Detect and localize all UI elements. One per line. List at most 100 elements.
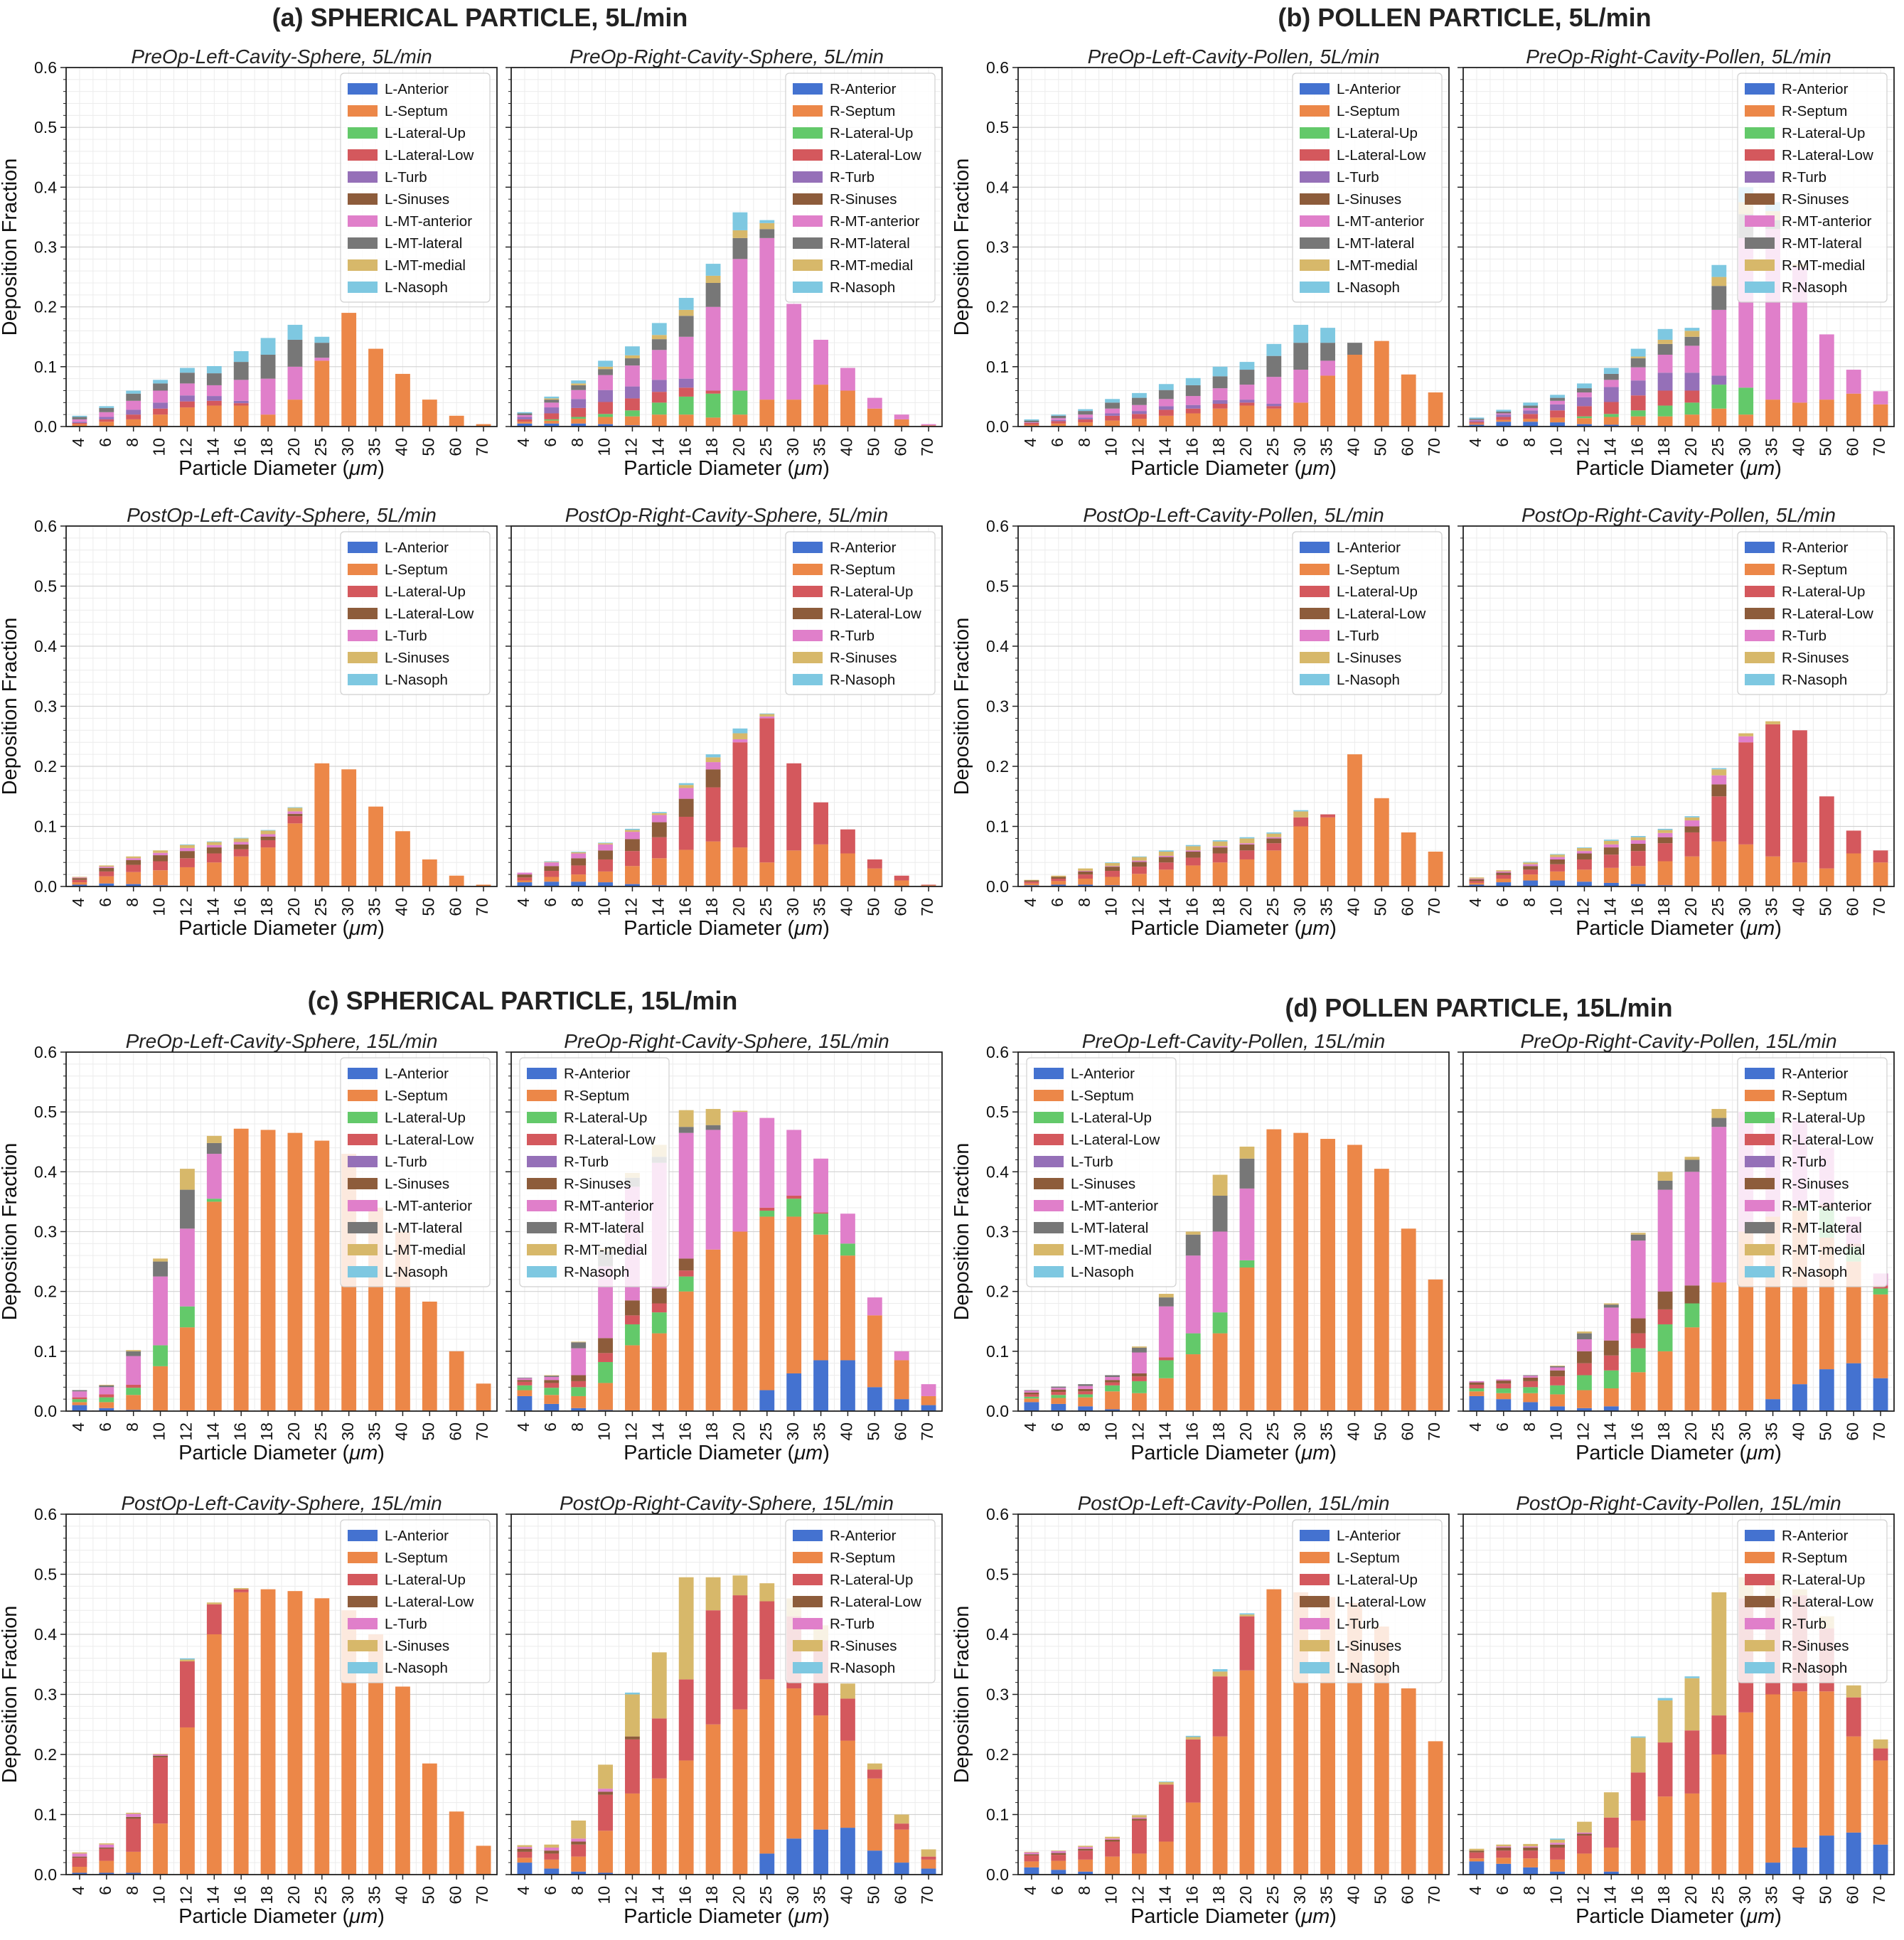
x-tick-label: 35	[1317, 1422, 1336, 1441]
bar-segment	[1185, 1255, 1201, 1334]
bar-segment	[1792, 1691, 1807, 1848]
bar-segment	[1185, 865, 1201, 886]
bar-segment	[1239, 1146, 1255, 1159]
bar-segment	[1496, 411, 1512, 414]
bar-segment	[544, 1868, 560, 1875]
bar-segment	[544, 402, 560, 408]
bar-segment	[233, 1589, 249, 1592]
bar-segment	[1105, 1839, 1120, 1842]
bar-segment	[517, 1848, 533, 1852]
y-tick-label: 0.4	[34, 1625, 57, 1644]
legend-label: L-Lateral-Up	[385, 125, 466, 141]
bar-segment	[625, 1324, 640, 1346]
bar-segment	[1819, 796, 1834, 869]
legend-swatch	[348, 1596, 378, 1607]
y-axis-label: Deposition Fraction	[951, 159, 973, 336]
bar-segment	[1765, 856, 1780, 886]
x-tick-label: 25	[756, 1422, 775, 1441]
bar-segment	[1496, 414, 1512, 417]
bar-segment	[1603, 373, 1619, 380]
axes-frame	[510, 1051, 943, 1412]
bar-segment	[1105, 1391, 1120, 1410]
x-tick-label: 25	[1263, 438, 1282, 456]
x-tick-label: 6	[541, 1422, 560, 1432]
legend-label: R-Turb	[564, 1154, 609, 1170]
bar-segment	[867, 1763, 882, 1770]
x-tick-label: 35	[811, 898, 829, 916]
legend-label: L-Lateral-Up	[385, 1572, 466, 1588]
x-tick-label: 20	[729, 1422, 748, 1441]
y-tick-label: 0.6	[986, 1043, 1009, 1061]
axes-frame	[65, 1513, 498, 1875]
x-tick-label: 40	[1790, 1422, 1808, 1441]
legend-label: L-Lateral-Low	[1337, 147, 1426, 164]
legend-label: L-Septum	[385, 103, 448, 119]
legend-swatch	[1034, 1156, 1064, 1167]
chart-title: PreOp-Right-Cavity-Sphere, 5L/min	[569, 45, 884, 68]
bar-segment	[449, 875, 464, 886]
bar-segment	[678, 396, 694, 415]
bar-segment	[1603, 840, 1619, 841]
legend-swatch	[348, 1266, 378, 1277]
bar-segment	[1765, 1863, 1780, 1875]
bar-segment	[1051, 1870, 1066, 1875]
bar-segment	[894, 1360, 909, 1400]
legend-swatch	[1745, 564, 1775, 575]
bar-segment	[1550, 1385, 1565, 1395]
bar-segment	[233, 1592, 249, 1875]
legend: L-AnteriorL-SeptumL-Lateral-UpL-Lateral-…	[340, 531, 491, 695]
bar-segment	[260, 830, 276, 831]
bar-segment	[651, 822, 667, 837]
bar-segment	[1266, 408, 1282, 427]
bar-segment	[126, 872, 141, 884]
y-tick-label: 0.4	[34, 637, 57, 655]
legend-swatch	[1300, 1640, 1330, 1651]
legend: R-AnteriorR-SeptumR-Lateral-UpR-Lateral-…	[785, 73, 936, 303]
bar-segment	[153, 1755, 168, 1758]
bar-segment	[1873, 850, 1888, 863]
x-tick-label: 18	[257, 1422, 276, 1441]
bar-segment	[233, 844, 249, 850]
x-tick-label: 50	[1816, 898, 1834, 916]
bar-segment	[1630, 840, 1646, 845]
bar-segment	[1630, 836, 1646, 837]
legend-swatch	[1300, 1530, 1330, 1541]
legend-label: L-MT-lateral	[1071, 1220, 1148, 1236]
bar-segment	[1550, 1871, 1565, 1875]
bar-segment	[1078, 1847, 1093, 1849]
bar-segment	[732, 1595, 748, 1710]
x-tick-label: 10	[150, 898, 169, 916]
legend-swatch	[1034, 1266, 1064, 1277]
bar-segment	[72, 422, 87, 423]
legend-swatch	[1034, 1200, 1064, 1211]
bar-segment	[1630, 1318, 1646, 1334]
chart-title: PreOp-Right-Cavity-Sphere, 15L/min	[564, 1030, 889, 1052]
bar-segment	[598, 1338, 613, 1354]
x-tick-label: 30	[1735, 1422, 1754, 1441]
x-tick-label: 6	[541, 898, 560, 907]
y-tick-label: 0.3	[34, 1223, 57, 1241]
legend-label: R-Lateral-Low	[1782, 606, 1873, 622]
bar-segment	[598, 882, 613, 886]
bar-segment	[1603, 847, 1619, 855]
x-tick-label: 12	[622, 1886, 641, 1904]
x-tick-label: 20	[1681, 438, 1700, 456]
bar-segment	[1496, 1858, 1512, 1864]
x-tick-label: 50	[1371, 898, 1389, 916]
bar-segment	[180, 1727, 195, 1875]
bar-segment	[1523, 419, 1539, 422]
bar-segment	[598, 1353, 613, 1362]
legend-swatch	[1300, 1574, 1330, 1585]
bar-segment	[651, 380, 667, 392]
bar-segment	[1792, 862, 1807, 886]
bar-segment	[1428, 392, 1443, 427]
axes-frame	[510, 1513, 943, 1875]
legend-swatch	[348, 652, 378, 663]
bar-segment	[678, 1577, 694, 1680]
bar-segment	[840, 1828, 855, 1875]
bar-segment	[705, 306, 721, 391]
legend: L-AnteriorL-SeptumL-Lateral-UpL-Lateral-…	[340, 1057, 491, 1287]
legend-swatch	[793, 1618, 823, 1629]
bar-segment	[625, 365, 640, 387]
bar-segment	[1401, 374, 1416, 427]
